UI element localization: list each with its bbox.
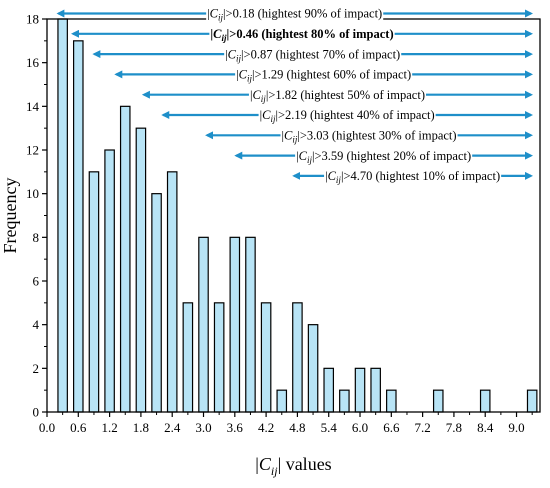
threshold-label-bg [248, 87, 427, 104]
x-axis-label-var: C [259, 454, 272, 474]
x-tick-label: 0.0 [39, 420, 55, 435]
x-tick-label: 3.6 [227, 420, 244, 435]
histogram-bar [260, 302, 272, 413]
y-tick-label: 4 [33, 317, 40, 332]
histogram-bar [307, 324, 319, 413]
threshold-label: |Cij|>2.19 (hightest 40% of impact) [260, 108, 435, 124]
histogram-bar [354, 367, 366, 413]
histogram-bar [104, 149, 115, 413]
y-axis-label: Frequency [0, 178, 20, 254]
x-tick-label: 4.2 [258, 420, 274, 435]
y-tick-label: 18 [26, 12, 39, 27]
histogram-bar [339, 389, 350, 413]
x-tick-label: 6.0 [352, 420, 368, 435]
x-tick-label: 5.4 [321, 420, 338, 435]
x-tick-label: 7.2 [414, 420, 430, 435]
x-axis-ticks: 0.0 0.6 1.2 1.8 2.4 3.0 3.6 4.2 4.8 5.4 6.0 6.6 7.2 7… [39, 412, 533, 435]
threshold-label: |Cij|>1.82 (hightest 50% of impact) [250, 88, 425, 104]
threshold-label-bg [235, 67, 413, 84]
y-tick-label: 14 [26, 99, 40, 114]
threshold-label: |Cij|>1.29 (hightest 60% of impact) [236, 68, 411, 84]
x-tick-label: 1.8 [133, 420, 149, 435]
y-tick-label: 6 [33, 274, 40, 289]
y-tick-label: 2 [33, 361, 40, 376]
histogram-bar [88, 171, 100, 413]
x-tick-label: 2.4 [164, 420, 181, 435]
histogram-bar [292, 302, 303, 413]
y-tick-label: 0 [33, 405, 40, 420]
x-axis-label-pre: | [255, 454, 259, 474]
histogram-bar [135, 127, 147, 413]
histogram-bar [119, 105, 131, 413]
histogram-bar [370, 367, 381, 413]
y-axis-ticks: 0 2 4 6 8 10 12 14 16 18 [26, 12, 47, 420]
threshold-label: |Cij|>3.59 (hightest 20% of impact) [296, 149, 471, 165]
histogram-bar [432, 389, 444, 413]
y-tick-label: 10 [26, 186, 39, 201]
histogram-bar [245, 236, 256, 413]
y-tick-label: 16 [26, 55, 40, 70]
threshold-label: |Cij|>0.18 (hightest 90% of impact) [207, 7, 382, 23]
x-tick-label: 7.8 [446, 420, 462, 435]
x-tick-label: 0.6 [70, 420, 87, 435]
x-tick-label: 4.8 [289, 420, 305, 435]
x-tick-label: 9.0 [508, 420, 524, 435]
x-tick-label: 3.0 [195, 420, 211, 435]
histogram-bar [182, 302, 194, 413]
threshold-label-bg [280, 128, 458, 145]
histogram-bar [73, 40, 84, 413]
y-tick-label: 8 [33, 230, 40, 245]
histogram-bar [229, 236, 241, 413]
x-tick-label: 1.2 [101, 420, 117, 435]
x-axis-label-post: | values [278, 454, 332, 474]
histogram-bar [151, 193, 162, 413]
threshold-label-bg [324, 169, 502, 186]
threshold-label-bg [209, 27, 395, 43]
threshold-annotations: |Cij|>0.18 (hightest 90% of impact) |Cij|… [56, 6, 533, 186]
x-tick-label: 6.6 [383, 420, 400, 435]
threshold-label-bg [295, 148, 473, 165]
threshold-label-bg [206, 6, 384, 23]
threshold-label: |Cij|>0.87 (hightest 70% of impact) [225, 47, 400, 63]
x-tick-label: 8.4 [477, 420, 494, 435]
threshold-label: |Cij|>4.70 (hightest 10% of impact) [325, 169, 500, 185]
y-tick-label: 12 [26, 143, 39, 158]
histogram-bar [276, 389, 288, 413]
histogram-bar [526, 389, 538, 413]
histogram-bar [57, 18, 68, 413]
bars [57, 18, 538, 413]
threshold-label-bg [258, 108, 436, 125]
histogram-bar [479, 389, 491, 413]
threshold-label: |Cij|>0.46 (hightest 80% of impact) [210, 27, 393, 43]
histogram-bar [166, 171, 178, 413]
threshold-label: |Cij|>3.03 (hightest 30% of impact) [282, 129, 457, 145]
histogram-bar [323, 367, 335, 413]
histogram-bar [213, 302, 225, 413]
x-axis-label-sub: ij [271, 464, 278, 478]
histogram-bar [386, 389, 397, 413]
threshold-label-bg [224, 47, 402, 64]
x-axis-label: |Cij| values [255, 454, 331, 478]
histogram-bar [198, 236, 209, 413]
